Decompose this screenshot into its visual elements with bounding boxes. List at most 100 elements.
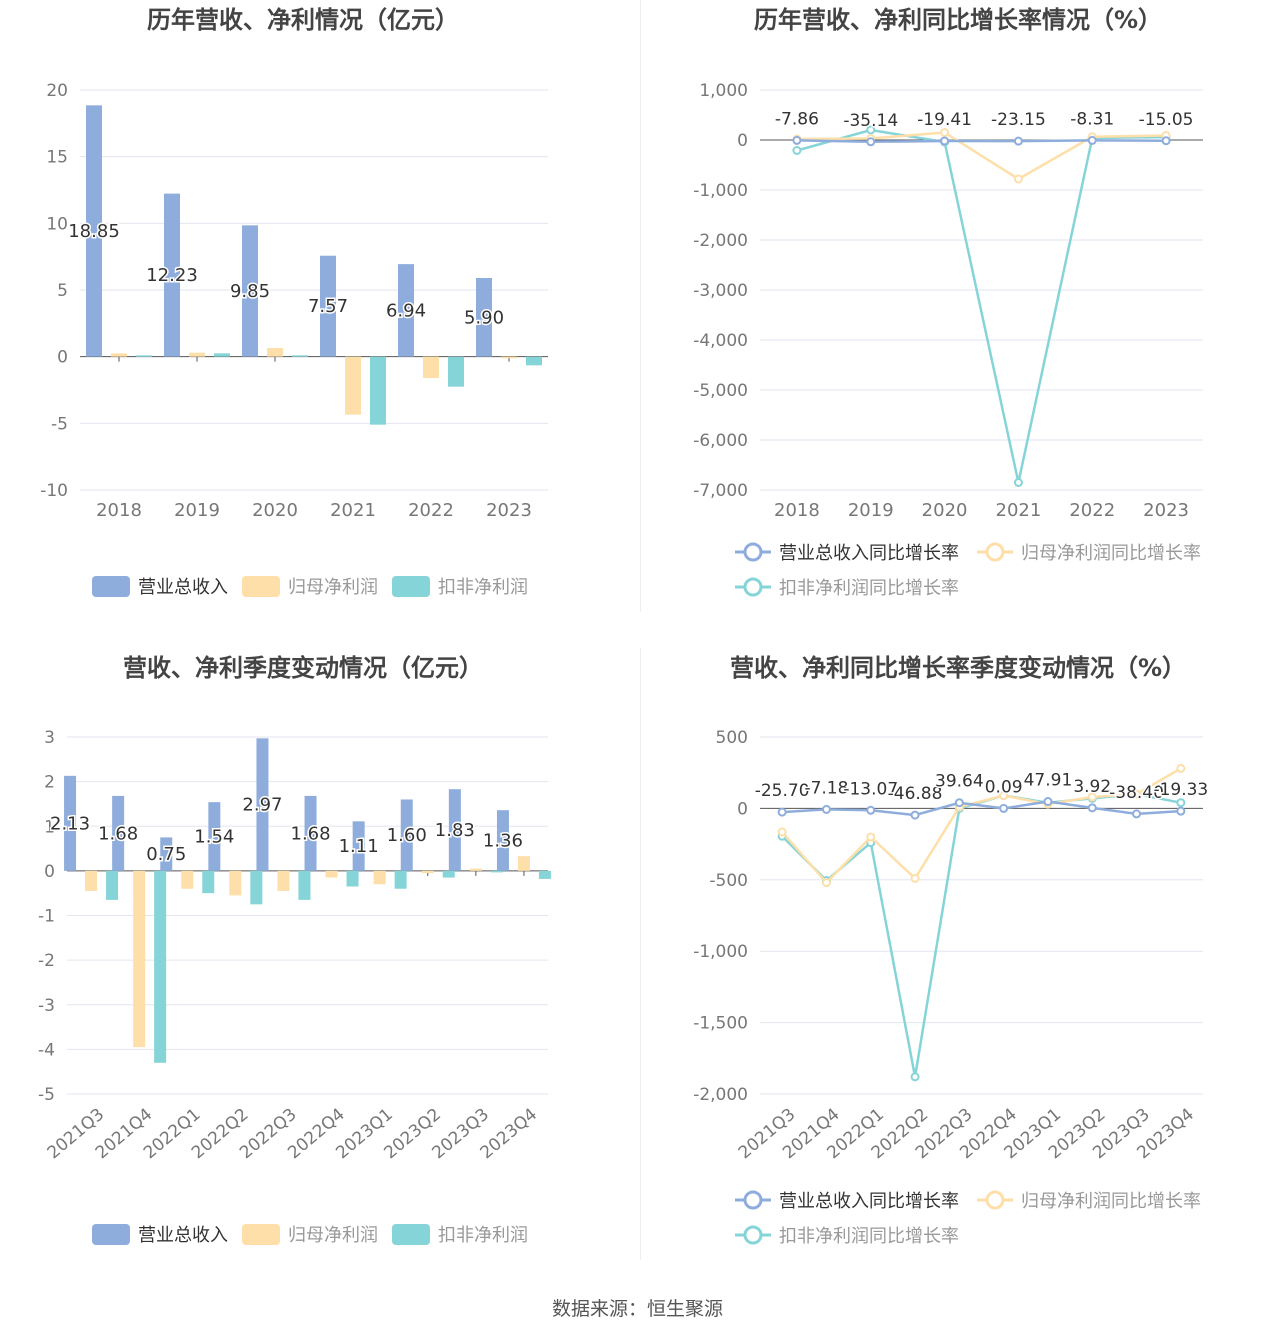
point-deducted-profit-growth xyxy=(910,1072,920,1082)
bar-revenue xyxy=(160,837,173,871)
bar-deducted-profit xyxy=(394,870,407,889)
bar-net-profit xyxy=(111,353,127,357)
data-label: 1.11 xyxy=(339,836,379,857)
point-revenue-growth xyxy=(954,798,964,808)
legend-label: 归母净利润 xyxy=(288,577,378,598)
x-tick-label: 2020 xyxy=(252,500,298,521)
x-tick-label: 2020 xyxy=(922,500,968,521)
legend: 营业总收入 归母净利润 扣非净利润 xyxy=(92,1224,528,1246)
bar-deducted-profit xyxy=(136,355,152,357)
data-label: 5.90 xyxy=(464,307,504,328)
legend-swatch xyxy=(242,1224,280,1245)
bar-deducted-profit xyxy=(490,870,503,873)
y-tick-label: -1,500 xyxy=(693,1014,748,1034)
y-tick-label: 10 xyxy=(46,214,68,234)
chart-group-2: 营收、净利季度变动情况（亿元）3210-1-2-3-4-52021Q32021Q… xyxy=(38,654,551,1246)
bar-net-profit xyxy=(181,870,194,889)
bar-net-profit xyxy=(345,356,361,415)
line-deducted-profit-growth xyxy=(781,792,1182,1078)
y-tick-label: -4 xyxy=(38,1040,55,1060)
y-tick-label: 3 xyxy=(44,728,55,748)
x-tick-label: 2023 xyxy=(486,500,532,521)
bar-deducted-profit xyxy=(526,356,542,366)
legend-label: 营业总收入同比增长率 xyxy=(779,543,959,564)
line-revenue-growth xyxy=(796,139,1167,144)
bar-deducted-profit xyxy=(538,870,551,879)
bar-revenue xyxy=(242,225,258,357)
data-label: -13.07 xyxy=(843,779,898,799)
line-deducted-profit-growth xyxy=(796,128,1167,483)
y-tick-label: 2 xyxy=(44,773,55,793)
y-tick-label: -6,000 xyxy=(693,431,748,451)
x-tick-label: 2021 xyxy=(330,500,376,521)
y-tick-label: -2 xyxy=(38,951,55,971)
legend-swatch xyxy=(392,1224,430,1245)
legend-label: 扣非净利润 xyxy=(438,577,528,598)
x-tick-label: 2018 xyxy=(774,500,820,521)
line-net-profit-growth xyxy=(781,767,1182,885)
y-tick-label: 5 xyxy=(57,281,68,301)
point-revenue-growth xyxy=(1087,803,1097,813)
data-label: 12.23 xyxy=(146,265,198,286)
legend-label: 扣非净利润同比增长率 xyxy=(779,1226,959,1247)
bar-revenue xyxy=(86,105,102,357)
y-tick-label: -5 xyxy=(38,1085,55,1105)
bar-revenue xyxy=(320,255,336,357)
y-tick-label: 1,000 xyxy=(699,81,748,101)
bar-net-profit xyxy=(469,868,482,871)
data-label: 1.54 xyxy=(194,827,234,848)
data-label: -19.41 xyxy=(917,110,972,130)
y-tick-label: -3 xyxy=(38,996,55,1016)
y-tick-label: -1,000 xyxy=(693,942,748,962)
legend-label: 归母净利润同比增长率 xyxy=(1021,543,1201,564)
data-label: 1.68 xyxy=(291,823,331,844)
data-label: 2.97 xyxy=(242,795,282,816)
data-label: -7.18 xyxy=(804,778,848,798)
bar-revenue xyxy=(476,278,492,357)
point-net-profit-growth xyxy=(1013,174,1023,184)
bar-deducted-profit xyxy=(214,353,230,357)
bar-deducted-profit xyxy=(292,355,308,357)
chart-title: 营收、净利季度变动情况（亿元） xyxy=(123,654,483,682)
bar-net-profit xyxy=(277,870,290,891)
y-tick-label: -2,000 xyxy=(693,231,748,251)
bar-revenue xyxy=(112,795,125,871)
legend-label: 营业总收入同比增长率 xyxy=(779,1191,959,1212)
y-tick-label: -5 xyxy=(51,414,68,434)
data-label: 6.94 xyxy=(386,300,426,321)
legend-marker xyxy=(743,1190,763,1210)
bar-deducted-profit xyxy=(442,870,455,878)
y-tick-label: 0 xyxy=(737,131,748,151)
data-label: -8.31 xyxy=(1070,109,1114,129)
bar-net-profit xyxy=(373,870,386,885)
y-tick-label: 20 xyxy=(46,81,68,101)
point-net-profit-growth xyxy=(910,873,920,883)
divider-bottom xyxy=(640,648,641,1260)
point-revenue-growth xyxy=(910,810,920,820)
data-label: 39.64 xyxy=(935,772,984,792)
bar-deducted-profit xyxy=(202,870,215,894)
bar-revenue xyxy=(256,738,269,871)
data-label: -7.86 xyxy=(775,109,819,129)
bar-net-profit xyxy=(85,870,98,891)
bar-revenue xyxy=(400,799,413,871)
divider-top xyxy=(640,0,641,612)
point-net-profit-growth xyxy=(821,878,831,888)
y-tick-label: 0 xyxy=(44,862,55,882)
data-label: 1.36 xyxy=(483,831,523,852)
legend-marker xyxy=(985,542,1005,562)
point-revenue-growth xyxy=(821,804,831,814)
point-revenue-growth xyxy=(777,807,787,817)
data-label: -15.05 xyxy=(1139,110,1194,130)
x-tick-label: 2021 xyxy=(996,500,1042,521)
point-revenue-growth xyxy=(999,803,1009,813)
data-label: 1.68 xyxy=(98,823,138,844)
bar-net-profit xyxy=(229,870,242,896)
point-deducted-profit-growth xyxy=(792,146,802,155)
y-tick-label: 0 xyxy=(57,348,68,368)
x-tick-label: 2019 xyxy=(848,500,894,521)
legend-label: 营业总收入 xyxy=(138,1225,228,1246)
point-net-profit-growth xyxy=(866,832,876,842)
legend-label: 归母净利润 xyxy=(288,1225,378,1246)
bar-net-profit xyxy=(423,356,439,378)
